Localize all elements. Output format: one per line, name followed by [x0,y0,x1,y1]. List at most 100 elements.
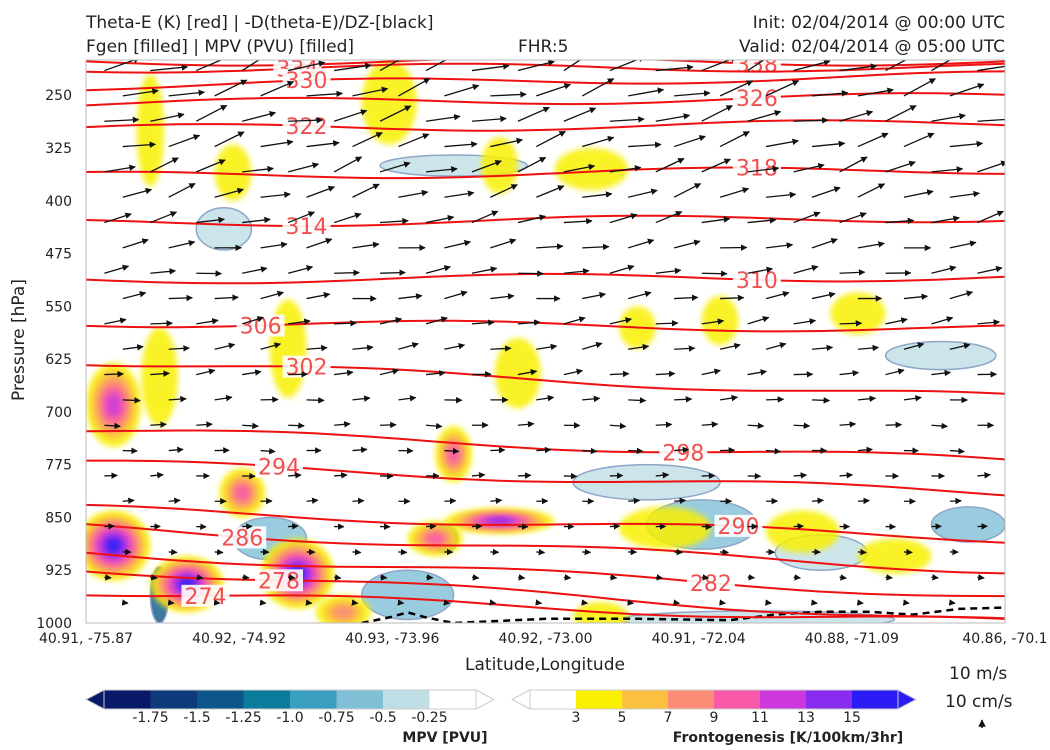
wind-vector [398,293,423,300]
wind-vector [379,105,412,122]
mpv-colorbar-segment [383,690,430,709]
wind-vector [214,548,224,556]
wind-vector [765,80,800,97]
wind-vector [931,422,949,430]
wind-vector [334,369,354,377]
wind-vector [857,395,876,402]
wind-vector [609,116,645,123]
wind-vector [196,368,216,376]
wind-vector [425,574,434,581]
wind-vector [747,422,765,430]
wind-vector [352,132,383,148]
theta-e-label: 330 [286,69,328,94]
wind-vector [811,497,824,504]
wind-vector [168,395,187,403]
wind-vector [398,548,408,556]
wind-vector [104,574,112,581]
wind-vector [931,215,960,224]
frontogenesis-colorbar-segment [530,690,577,709]
wind-vector [563,268,590,275]
wind-vector [122,344,144,351]
theta-e-label-bg [236,314,285,337]
theta-e-label: 302 [286,356,328,381]
wind-vector [766,396,785,403]
frontogenesis-region [554,147,629,191]
wind-vector [306,292,331,300]
wind-vector [701,60,738,72]
wind-vector [536,83,571,97]
title-line2-left: Fgen [filled] | MPV (PVU) [filled] [86,37,355,57]
wind-vector [150,421,167,428]
wind-vector [425,370,446,377]
wind-vector [811,186,841,198]
y-tick-label: 550 [45,299,72,315]
wind-vector [747,266,774,274]
wind-vector [885,421,903,429]
wind-vector [628,238,655,249]
wind-vector [104,212,132,224]
stability-contour [361,606,1005,623]
theta-e-label-bg [686,571,735,594]
wind-vector [839,269,866,276]
wind-vector [287,211,315,224]
wind-vector [948,599,956,606]
wind-vector [352,548,362,556]
wind-vector [260,81,295,97]
wind-vector [471,210,499,224]
wind-vector [352,497,365,505]
wind-vector [839,472,854,479]
wind-vector [839,320,863,327]
wind-vector [701,105,733,122]
wind-vector [747,369,768,376]
wind-vector [260,241,288,249]
wind-vector [811,90,849,97]
wind-vector [471,63,510,72]
mpv-colorbar-extend-left [84,689,105,710]
wind-vector [628,141,662,149]
wind-vector [627,599,635,606]
wind-vector [196,216,225,224]
wind-vector [977,574,985,581]
wind-vector [195,104,228,122]
x-tick-label: 40.93, -73.96 [345,631,439,647]
wind-vector [674,446,690,454]
wind-vector [398,342,419,350]
wind-vector [857,344,880,352]
forecast-hour: FHR:5 [518,37,569,57]
wind-vector [977,160,1005,173]
wind-vector [903,293,929,300]
wind-vector [903,132,935,148]
theta-e-contour [86,166,1005,180]
wind-vector [563,368,584,376]
wind-vector [949,190,980,198]
wind-vector [949,290,974,300]
wind-vector [122,141,157,148]
wind-vector [885,217,915,225]
wind-vector [747,574,756,581]
wind-vector [517,156,547,173]
wind-vector [628,188,658,198]
wind-vector [674,548,684,556]
theta-e-contour [86,92,1005,107]
wind-vector [885,317,908,325]
wind-vector [288,116,324,124]
wind-vector [104,116,140,124]
frontogenesis-region [857,538,932,574]
wind-vector [857,87,894,97]
frontogenesis-region [481,137,518,194]
wind-vector [444,342,466,350]
wind-vector [582,243,610,251]
wind-legend-vertical: 10 cm/s [945,692,1013,712]
wind-vector [242,316,264,325]
mpv-colorbar-frame [103,689,477,710]
mpv-region [884,340,997,371]
wind-vector [288,265,314,274]
wind-vector [351,599,359,606]
wind-vector [628,397,647,404]
frontogenesis-region [426,532,445,545]
wind-vector [857,183,886,198]
wind-vector [517,60,555,72]
wind-vector [609,574,618,581]
y-tick-label: 925 [45,563,72,579]
